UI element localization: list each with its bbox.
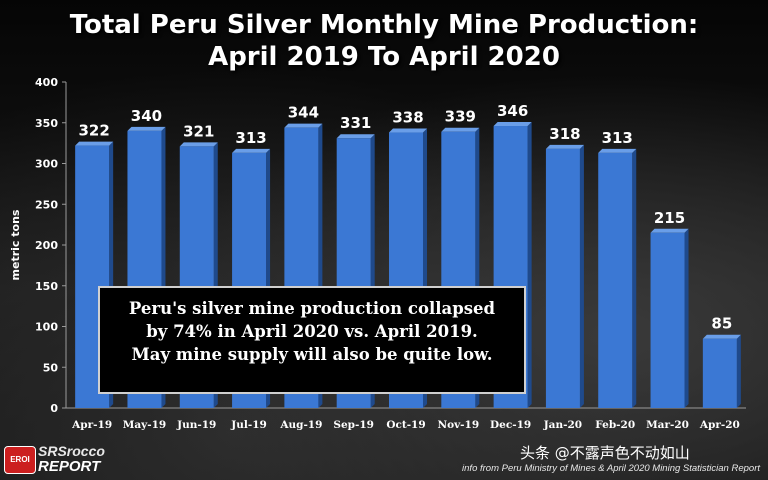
bar-side (579, 144, 584, 408)
callout-line-2: by 74% in April 2020 vs. April 2019. (146, 322, 478, 341)
bar (702, 338, 737, 408)
bar-value-label: 344 (288, 104, 319, 122)
callout-line-3: May mine supply will also be quite low. (131, 345, 493, 364)
bar-side (684, 228, 689, 408)
x-tick-label: Apr-20 (699, 419, 740, 431)
y-axis-title: metric tons (9, 209, 22, 280)
bar-side (736, 334, 741, 408)
bar-value-label: 322 (78, 122, 109, 140)
eroi-badge-icon: EROI (4, 446, 36, 474)
srsrocco-report-logo: EROI SRSrocco REPORT (4, 444, 132, 476)
bar (598, 152, 633, 408)
bar-value-label: 318 (549, 125, 580, 143)
bar (650, 232, 685, 408)
y-tick-label: 400 (35, 76, 58, 89)
bar-top (232, 148, 271, 153)
bar-value-label: 85 (711, 315, 732, 333)
y-tick-label: 300 (35, 158, 58, 171)
bar-top (179, 142, 218, 147)
x-tick-label: Nov-19 (437, 419, 479, 431)
x-tick-label: Jun-19 (176, 419, 216, 431)
bar-value-label: 313 (602, 129, 633, 147)
chart-title-line2: April 2019 To April 2020 (208, 42, 560, 72)
x-tick-label: Mar-20 (646, 419, 689, 431)
logo-text-top: SRSrocco (38, 443, 105, 459)
bar-value-label: 321 (183, 122, 214, 140)
bar (545, 148, 580, 408)
y-tick-label: 50 (43, 361, 59, 374)
bar-top (284, 123, 323, 128)
y-tick-label: 150 (35, 280, 58, 293)
x-tick-label: Apr-19 (71, 419, 112, 431)
callout-line-1: Peru's silver mine production collapsed (128, 299, 496, 318)
chart-title-line1: Total Peru Silver Monthly Mine Productio… (69, 10, 699, 40)
watermark: 头条 @不露声色不动如山 (520, 444, 690, 462)
y-tick-label: 0 (50, 402, 58, 415)
y-tick-label: 100 (35, 321, 58, 334)
x-tick-label: Sep-19 (333, 419, 374, 431)
bar-top (75, 141, 114, 146)
bar-top (441, 127, 480, 132)
bar-value-label: 339 (445, 108, 476, 126)
y-tick-label: 250 (35, 198, 58, 211)
bar-value-label: 313 (235, 129, 266, 147)
bar-top (545, 144, 584, 149)
source-note: info from Peru Ministry of Mines & April… (462, 463, 760, 474)
x-tick-label: May-19 (123, 419, 167, 431)
annotation-callout: Peru's silver mine production collapsed … (98, 286, 526, 394)
x-tick-label: Jan-20 (543, 419, 582, 431)
x-tick-label: Dec-19 (490, 419, 531, 431)
bar-value-label: 215 (654, 209, 685, 227)
bar-top (702, 334, 741, 339)
bar-value-label: 338 (392, 109, 423, 127)
bar-side (632, 148, 637, 408)
logo-text-bottom: REPORT (38, 458, 101, 475)
bar-side (527, 122, 532, 408)
bar-top (650, 228, 689, 233)
bar-top (493, 122, 532, 127)
bar-top (389, 128, 427, 133)
bar-value-label: 331 (340, 114, 371, 132)
y-tick-label: 200 (35, 239, 58, 252)
y-tick-label: 350 (35, 117, 58, 130)
bar-value-label: 346 (497, 102, 528, 120)
bar-value-label: 340 (131, 107, 162, 125)
x-tick-label: Oct-19 (386, 419, 425, 431)
bar-top (598, 148, 637, 153)
x-tick-label: Jul-19 (230, 419, 267, 431)
bar-top (127, 126, 166, 131)
x-tick-label: Aug-19 (279, 419, 322, 431)
bar-top (336, 134, 375, 139)
x-tick-label: Feb-20 (595, 419, 635, 431)
